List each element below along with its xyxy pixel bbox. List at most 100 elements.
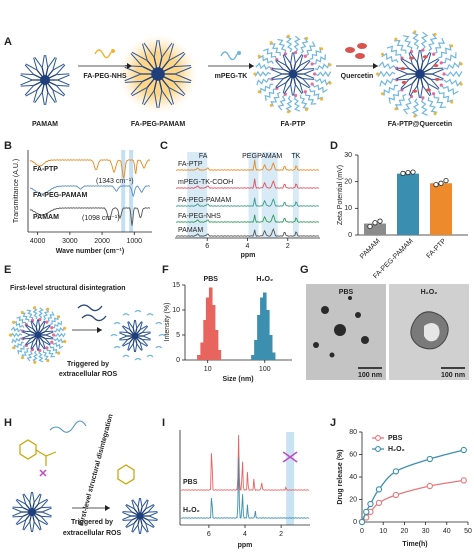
- x-tick-label: 6: [205, 243, 209, 250]
- branch: [25, 325, 32, 332]
- peg-chain: [388, 89, 402, 104]
- branch: [29, 491, 33, 503]
- peg-chain: [433, 94, 446, 109]
- branch: [33, 89, 38, 103]
- branch: [25, 324, 34, 330]
- chemical-structure: [117, 464, 135, 485]
- nanoparticle-dot: [348, 296, 352, 300]
- branch: [122, 325, 131, 331]
- x-tick-label: FA-PTP: [425, 238, 448, 261]
- branch: [168, 86, 185, 97]
- branch: [30, 340, 34, 350]
- bar: [262, 292, 267, 360]
- fa-ligand: [328, 63, 332, 67]
- peg-chain: [42, 349, 50, 361]
- x-tick-label: 100: [259, 366, 271, 373]
- peg-chain: [43, 308, 50, 321]
- peg-chain: [309, 47, 322, 60]
- data-point: [375, 486, 383, 493]
- reagent-icon: [94, 49, 112, 59]
- tk-linker: [439, 83, 443, 87]
- compound-label: FA-PTP: [281, 121, 306, 128]
- ir-spectrum: [29, 185, 151, 197]
- branch: [16, 519, 27, 526]
- core: [151, 67, 165, 81]
- branch: [41, 54, 45, 68]
- branch: [42, 340, 51, 346]
- branch: [41, 511, 52, 517]
- nanoparticle: [253, 34, 332, 114]
- branch: [127, 342, 131, 351]
- branch: [142, 87, 148, 105]
- compound-label: PAMAM: [32, 121, 58, 128]
- legend-label: FA-PEG-PAMAM: [178, 197, 231, 204]
- branch: [22, 334, 31, 339]
- branch: [39, 342, 45, 350]
- region-band: [248, 152, 259, 238]
- reagent-label: FA-PEG-NHS: [83, 73, 127, 80]
- branch: [139, 497, 143, 508]
- branch: [408, 83, 413, 96]
- released-chain: [155, 321, 163, 325]
- peg-chain: [10, 332, 23, 338]
- bar: [271, 352, 276, 360]
- fa-ligand: [33, 360, 37, 364]
- branch: [142, 335, 151, 340]
- nmr-spectrum: [175, 227, 320, 237]
- x-tick-label: 4: [246, 243, 250, 250]
- fa-ligand: [320, 97, 324, 101]
- branch: [143, 90, 155, 106]
- peg-chain: [49, 420, 87, 433]
- peg-chain: [264, 88, 277, 101]
- branch: [37, 498, 48, 505]
- data-point: [443, 178, 449, 184]
- branch: [294, 84, 303, 94]
- nanoparticle-dot: [313, 342, 319, 348]
- legend-label: FA-PTP: [178, 161, 203, 168]
- peg-chain: [412, 32, 420, 50]
- released-chain: [155, 345, 163, 349]
- branch: [282, 82, 287, 94]
- y-axis-label: Zeta Potential (mV): [337, 165, 344, 225]
- peg-chain: [394, 39, 407, 54]
- data-point: [363, 508, 370, 516]
- branch: [122, 341, 131, 347]
- peg-chain: [255, 62, 272, 70]
- branch: [128, 343, 134, 351]
- branch: [130, 81, 144, 95]
- branch: [12, 515, 24, 518]
- y-tick-label: 5: [176, 332, 180, 339]
- bar: [205, 297, 210, 360]
- branch: [52, 89, 65, 97]
- aggregate-core: [424, 323, 440, 342]
- reagent-icon: [237, 51, 241, 55]
- branch: [303, 73, 315, 79]
- branch: [47, 56, 56, 69]
- branch: [20, 74, 33, 81]
- tk-linker: [442, 72, 446, 76]
- fa-ligand: [63, 326, 67, 330]
- branch: [45, 92, 49, 106]
- peg-chain: [53, 337, 66, 344]
- branch: [131, 51, 148, 62]
- arrow-head: [249, 63, 254, 69]
- branch: [12, 511, 23, 517]
- y-tick-label: 10: [344, 205, 352, 212]
- branch: [44, 338, 51, 345]
- y-axis-label: Drug release (%): [337, 449, 344, 504]
- y-tick-label: 10: [172, 307, 180, 314]
- peg-chain: [379, 78, 397, 87]
- peg-chain: [277, 38, 287, 54]
- peg-chain: [49, 345, 60, 354]
- x-tick-label: 10: [204, 366, 212, 373]
- peg-chain: [53, 326, 65, 333]
- branch: [25, 338, 32, 345]
- branch: [174, 66, 192, 75]
- branch: [299, 54, 304, 66]
- data-point: [358, 518, 366, 526]
- branch: [139, 321, 143, 330]
- branch: [153, 39, 158, 58]
- fa-ligand: [286, 110, 290, 114]
- released-chain: [81, 314, 107, 322]
- branch: [147, 504, 155, 513]
